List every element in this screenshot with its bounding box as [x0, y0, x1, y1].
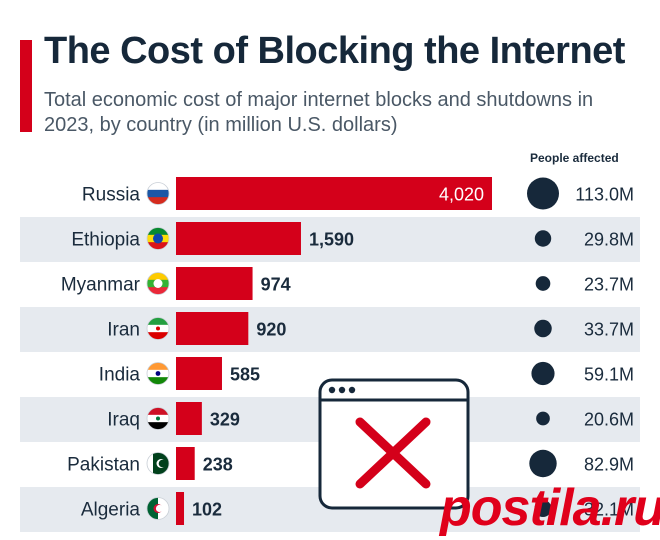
blocked-browser-icon — [318, 378, 470, 510]
category-label: Pakistan — [67, 455, 140, 476]
people-affected-bubble — [534, 230, 552, 247]
title-accent-bar — [20, 40, 32, 132]
bar — [176, 177, 492, 210]
people-affected-bubble — [535, 276, 551, 291]
bar — [176, 222, 301, 255]
bar-value-label: 102 — [192, 500, 222, 520]
category-label: India — [99, 365, 141, 386]
category-label: Ethiopia — [71, 230, 140, 251]
category-label: Algeria — [81, 500, 141, 521]
people-affected-header: People affected — [530, 151, 619, 165]
myanmar-flag-icon — [146, 272, 170, 295]
bar — [176, 402, 202, 435]
people-affected-label: 33.7M — [584, 320, 634, 340]
bar — [176, 447, 195, 480]
bar — [176, 357, 222, 390]
chart-title: The Cost of Blocking the Internet — [44, 30, 625, 72]
bar-value-label: 238 — [203, 455, 233, 475]
pakistan-flag-icon — [146, 452, 170, 475]
bar — [176, 492, 185, 525]
russia-flag-icon — [146, 182, 170, 205]
bar-value-label: 920 — [256, 320, 286, 340]
people-affected-bubble — [529, 449, 557, 478]
bar — [176, 267, 253, 300]
people-affected-bubble — [531, 361, 555, 386]
bar-value-label: 4,020 — [439, 185, 484, 205]
watermark: postila.ru — [440, 479, 660, 537]
iran-flag-icon — [146, 317, 170, 340]
people-affected-label: 20.6M — [584, 410, 634, 430]
chart-subtitle: Total economic cost of major internet bl… — [44, 89, 594, 136]
bar-value-label: 329 — [210, 410, 240, 430]
people-affected-label: 32.1M — [584, 500, 634, 520]
bar — [176, 312, 249, 345]
category-label: Myanmar — [61, 275, 141, 296]
category-label: Iran — [107, 320, 140, 341]
algeria-flag-icon — [146, 497, 170, 520]
ethiopia-flag-icon — [146, 227, 170, 250]
iraq-flag-icon — [146, 407, 170, 430]
people-affected-label: 113.0M — [575, 185, 634, 205]
bar-value-label: 974 — [261, 275, 291, 295]
people-affected-label: 23.7M — [584, 275, 634, 295]
india-flag-icon — [146, 362, 170, 385]
people-affected-bubble — [534, 499, 552, 518]
people-affected-label: 29.8M — [584, 230, 634, 250]
category-label: Iraq — [107, 410, 140, 431]
people-affected-label: 82.9M — [584, 455, 634, 475]
people-affected-bubble — [534, 319, 552, 338]
people-affected-label: 59.1M — [584, 365, 634, 385]
category-label: Russia — [82, 185, 141, 206]
bar-value-label: 585 — [230, 365, 260, 385]
bar-value-label: 1,590 — [309, 230, 354, 250]
people-affected-bubble — [536, 411, 550, 426]
people-affected-bubble — [527, 177, 559, 210]
